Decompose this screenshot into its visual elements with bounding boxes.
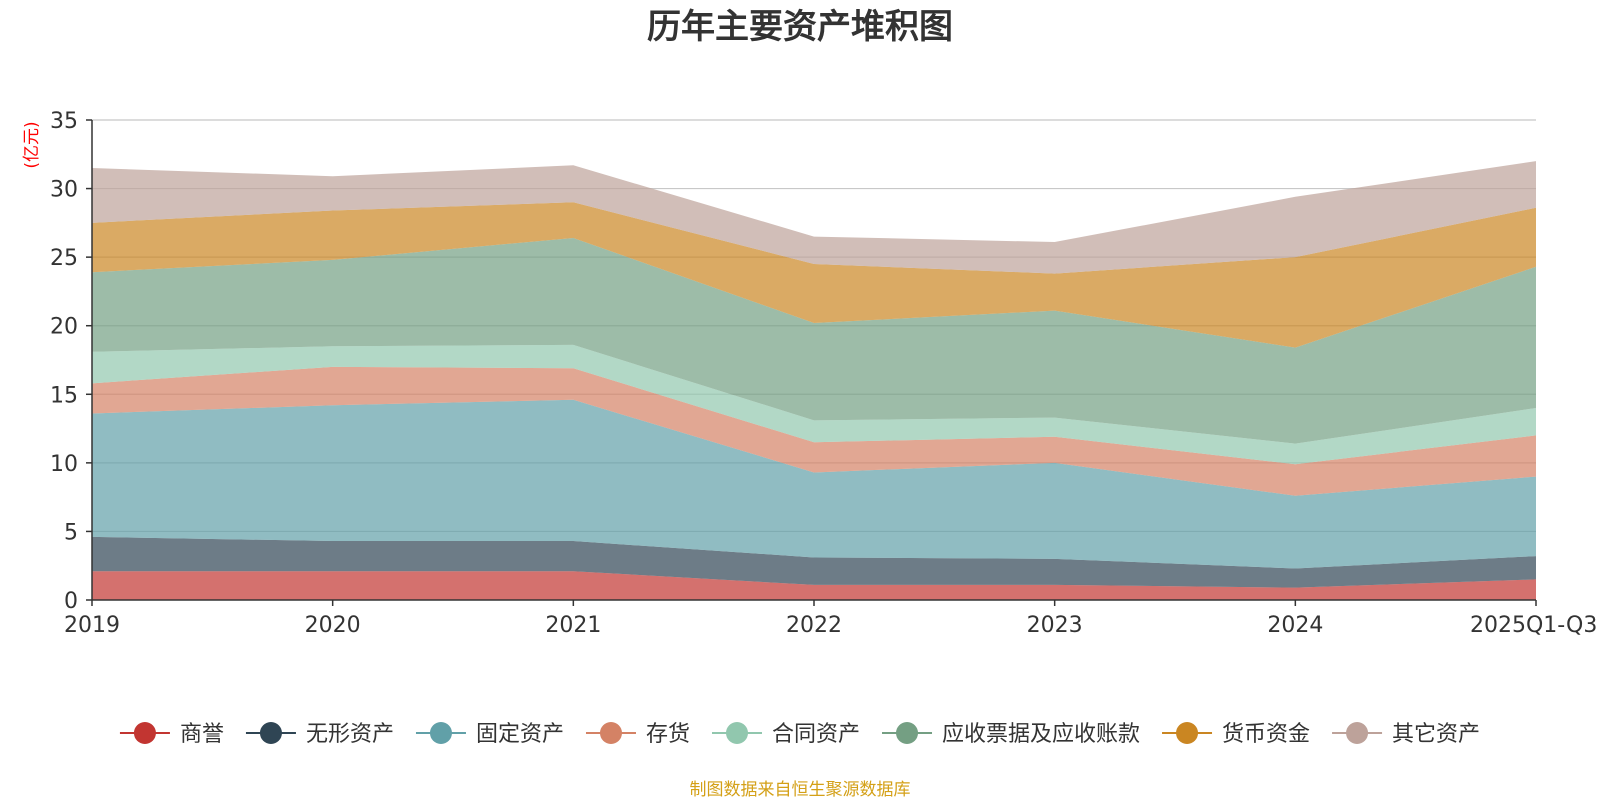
x-tick-label-1: 2020 — [305, 613, 361, 638]
legend: 商誉 无形资产 固定资产 存货 合同资产 应收票据及应收账款 货币资金 其它资产 — [119, 722, 1480, 747]
legend-marker-dot — [429, 722, 452, 744]
legend-label: 存货 — [646, 722, 690, 747]
y-axis-unit-label: (亿元) — [22, 121, 42, 168]
legend-label: 无形资产 — [306, 722, 394, 747]
area-series-layer — [92, 161, 1536, 600]
y-tick-label-10: 10 — [50, 452, 78, 477]
area-series-4[interactable] — [92, 366, 1536, 496]
x-tick-label-0: 2019 — [64, 613, 120, 638]
y-tick-label-15: 15 — [50, 383, 78, 408]
legend-item-8[interactable]: 其它资产 — [1332, 722, 1480, 747]
legend-marker-dot — [726, 722, 748, 744]
legend-marker-dot — [1346, 722, 1369, 744]
area-series-1[interactable] — [92, 571, 1536, 600]
y-tick-label-30: 30 — [50, 178, 78, 203]
chart-title: 历年主要资产堆积图 — [647, 7, 953, 47]
area-series-3[interactable] — [92, 399, 1536, 569]
legend-label: 合同资产 — [772, 722, 860, 747]
legend-item-4[interactable]: 存货 — [585, 722, 690, 747]
y-tick-label-20: 20 — [50, 315, 78, 340]
area-series-8[interactable] — [92, 161, 1536, 274]
area-series-5[interactable] — [92, 344, 1536, 465]
y-tick-label-25: 25 — [50, 246, 78, 271]
x-tick-label-2: 2021 — [545, 613, 601, 638]
legend-label: 货币资金 — [1222, 722, 1310, 747]
y-tick-label-0: 0 — [64, 589, 78, 614]
legend-marker-dot — [896, 722, 919, 744]
x-tick-label-6: 2025Q1-Q3 — [1470, 613, 1597, 638]
legend-label: 固定资产 — [476, 722, 564, 747]
data-source-note: 制图数据来自恒生聚源数据库 — [690, 780, 911, 800]
legend-marker-dot — [599, 722, 622, 744]
legend-marker-dot — [1176, 722, 1199, 744]
legend-marker-dot — [259, 722, 282, 744]
legend-label: 商誉 — [180, 722, 224, 747]
legend-marker-dot — [133, 722, 156, 744]
legend-item-6[interactable]: 应收票据及应收账款 — [882, 722, 1140, 747]
area-series-7[interactable] — [92, 202, 1536, 348]
area-series-6[interactable] — [92, 237, 1536, 444]
legend-item-7[interactable]: 货币资金 — [1162, 722, 1310, 747]
legend-label: 应收票据及应收账款 — [942, 722, 1140, 747]
x-tick-label-4: 2023 — [1027, 613, 1083, 638]
y-tick-label-35: 35 — [50, 109, 78, 134]
legend-item-2[interactable]: 无形资产 — [245, 722, 394, 747]
axes: 0 5 10 15 20 25 30 35 2019 2020 2021 2022 2023 2024 20… — [50, 109, 1597, 638]
legend-label: 其它资产 — [1392, 722, 1480, 747]
legend-item-1[interactable]: 商誉 — [119, 722, 224, 747]
legend-item-5[interactable]: 合同资产 — [712, 722, 860, 747]
area-series-2[interactable] — [92, 536, 1536, 588]
x-tick-label-5: 2024 — [1267, 613, 1323, 638]
y-tick-label-5: 5 — [64, 520, 78, 545]
x-tick-label-3: 2022 — [786, 613, 842, 638]
legend-item-3[interactable]: 固定资产 — [415, 722, 564, 747]
